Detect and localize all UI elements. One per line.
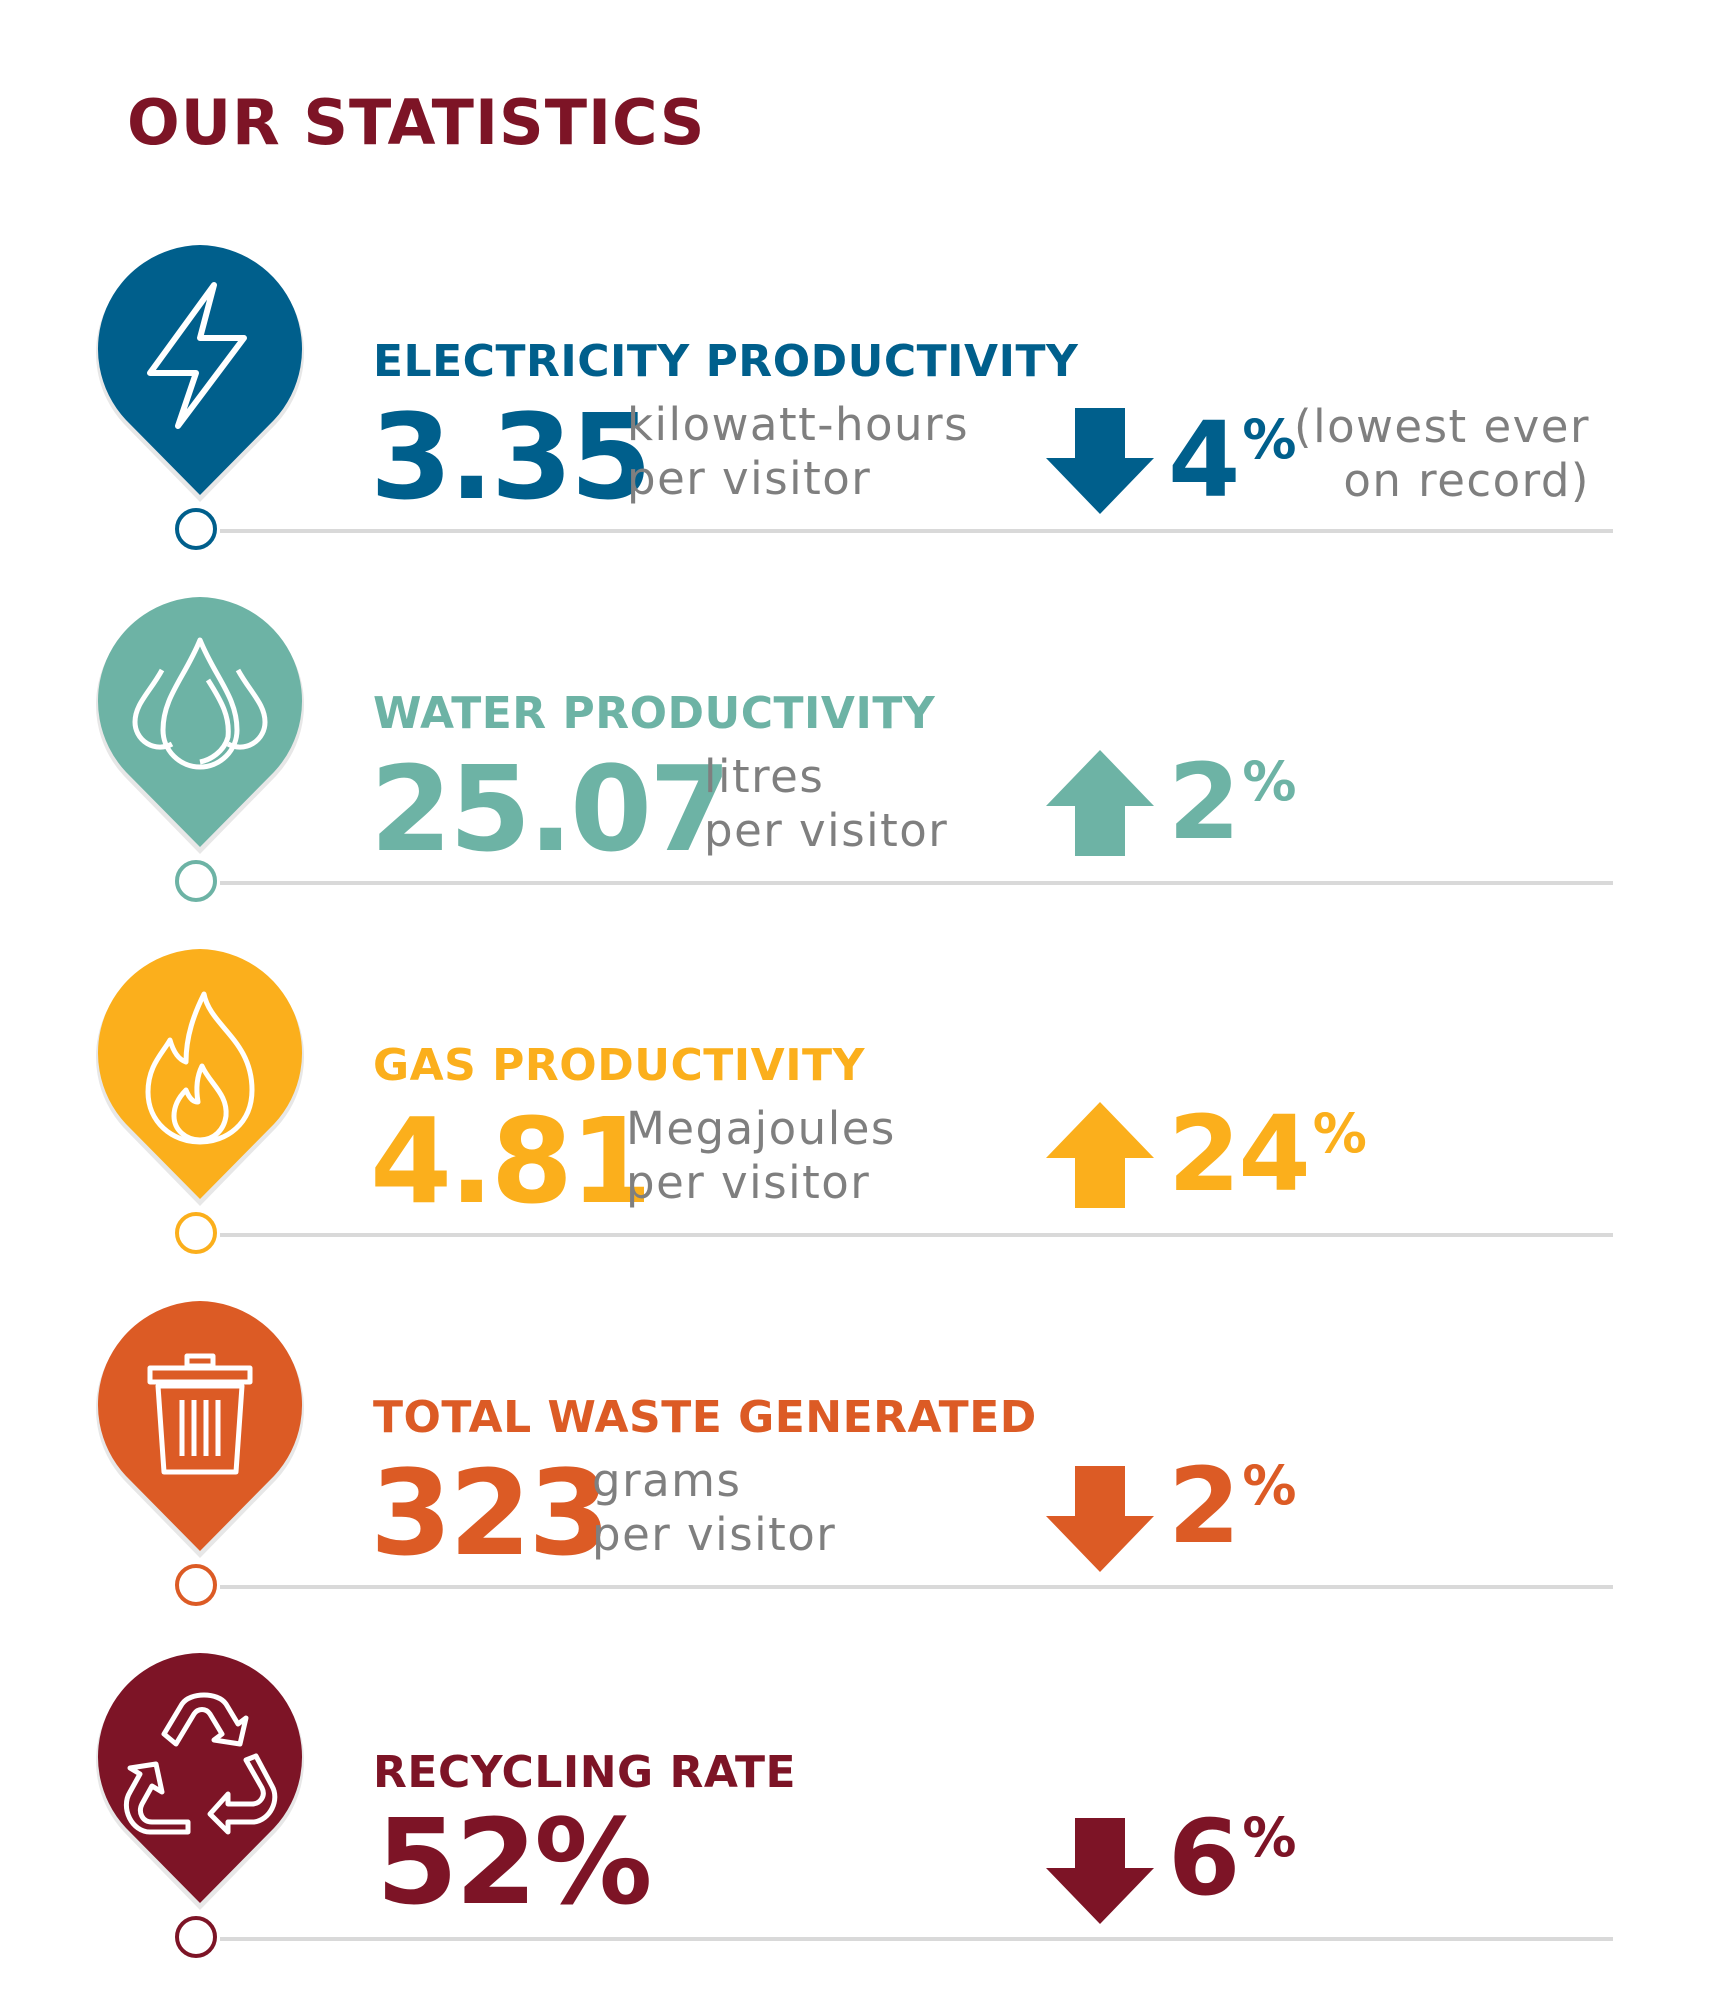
stat-row-water: WATER PRODUCTIVITY 25.07 litres per visi… [0, 592, 1724, 944]
note-line: (lowest ever [1294, 400, 1590, 453]
change-percent-sign: % [1312, 1102, 1367, 1165]
stat-label: GAS PRODUCTIVITY [373, 1040, 865, 1091]
electricity-marker [90, 240, 310, 530]
change-percent-sign: % [1242, 750, 1297, 813]
stat-change: 24% [1168, 1102, 1367, 1206]
stat-change: 4% [1168, 408, 1296, 512]
down-arrow-icon [1046, 408, 1154, 514]
stat-value: 52% [376, 1793, 652, 1931]
change-percent-sign: % [1242, 1454, 1297, 1517]
stat-row-waste: TOTAL WASTE GENERATED 323 grams per visi… [0, 1296, 1724, 1648]
change-value: 6 [1168, 1797, 1240, 1919]
stat-change: 2% [1168, 750, 1296, 854]
page-title: OUR STATISTICS [127, 86, 706, 159]
unit-line: grams [592, 1454, 742, 1507]
row-divider [220, 1233, 1613, 1237]
change-percent-sign: % [1242, 1806, 1297, 1869]
unit-line: litres [704, 750, 825, 803]
stat-value: 25.07 [370, 740, 731, 878]
note-line: on record) [1343, 454, 1590, 507]
change-value: 4 [1168, 399, 1240, 521]
up-arrow-icon [1046, 750, 1154, 856]
stat-value: 3.35 [370, 388, 652, 526]
timeline-ring [175, 860, 217, 902]
stat-label: WATER PRODUCTIVITY [373, 688, 936, 739]
flame-icon [145, 991, 255, 1145]
stat-change: 6% [1168, 1806, 1296, 1910]
stat-unit: kilowatt-hours per visitor [627, 398, 969, 506]
row-divider [220, 529, 1613, 533]
change-value: 2 [1168, 741, 1240, 863]
water-marker [90, 592, 310, 882]
timeline-ring [175, 1916, 217, 1958]
row-divider [220, 1585, 1613, 1589]
stat-unit: grams per visitor [592, 1454, 836, 1562]
down-arrow-icon [1046, 1466, 1154, 1572]
unit-line: per visitor [627, 452, 872, 505]
timeline-ring [175, 1212, 217, 1254]
gas-marker [90, 944, 310, 1234]
stat-row-electricity: ELECTRICITY PRODUCTIVITY 3.35 kilowatt-h… [0, 240, 1724, 592]
change-value: 24 [1168, 1093, 1311, 1215]
row-divider [220, 1937, 1613, 1941]
water-drops-icon [132, 637, 268, 770]
waste-marker [90, 1296, 310, 1586]
unit-line: kilowatt-hours [627, 398, 970, 451]
unit-line: per visitor [592, 1508, 837, 1561]
stat-row-recycling: RECYCLING RATE 52% 6% [0, 1648, 1724, 2000]
stat-value: 323 [370, 1444, 610, 1582]
stat-unit: Megajoules per visitor [626, 1102, 896, 1210]
timeline-ring [175, 1564, 217, 1606]
up-arrow-icon [1046, 1102, 1154, 1208]
row-divider [220, 881, 1613, 885]
recycle-icon [123, 1692, 278, 1835]
lightning-bolt-icon [147, 282, 247, 429]
timeline-ring [175, 508, 217, 550]
change-percent-sign: % [1242, 408, 1297, 471]
recycling-marker [90, 1648, 310, 1938]
stat-change: 2% [1168, 1454, 1296, 1558]
stat-label: ELECTRICITY PRODUCTIVITY [373, 336, 1079, 387]
unit-line: per visitor [626, 1156, 871, 1209]
down-arrow-icon [1046, 1818, 1154, 1924]
trash-bin-icon [147, 1353, 253, 1475]
stat-row-gas: GAS PRODUCTIVITY 4.81 Megajoules per vis… [0, 944, 1724, 1296]
stat-note: (lowest ever on record) [1294, 400, 1590, 508]
stat-label: TOTAL WASTE GENERATED [373, 1392, 1037, 1443]
unit-line: Megajoules [626, 1102, 896, 1155]
unit-line: per visitor [704, 804, 949, 857]
stat-value: 4.81 [370, 1092, 652, 1230]
stat-unit: litres per visitor [704, 750, 948, 858]
change-value: 2 [1168, 1445, 1240, 1567]
stat-label: RECYCLING RATE [373, 1747, 797, 1798]
